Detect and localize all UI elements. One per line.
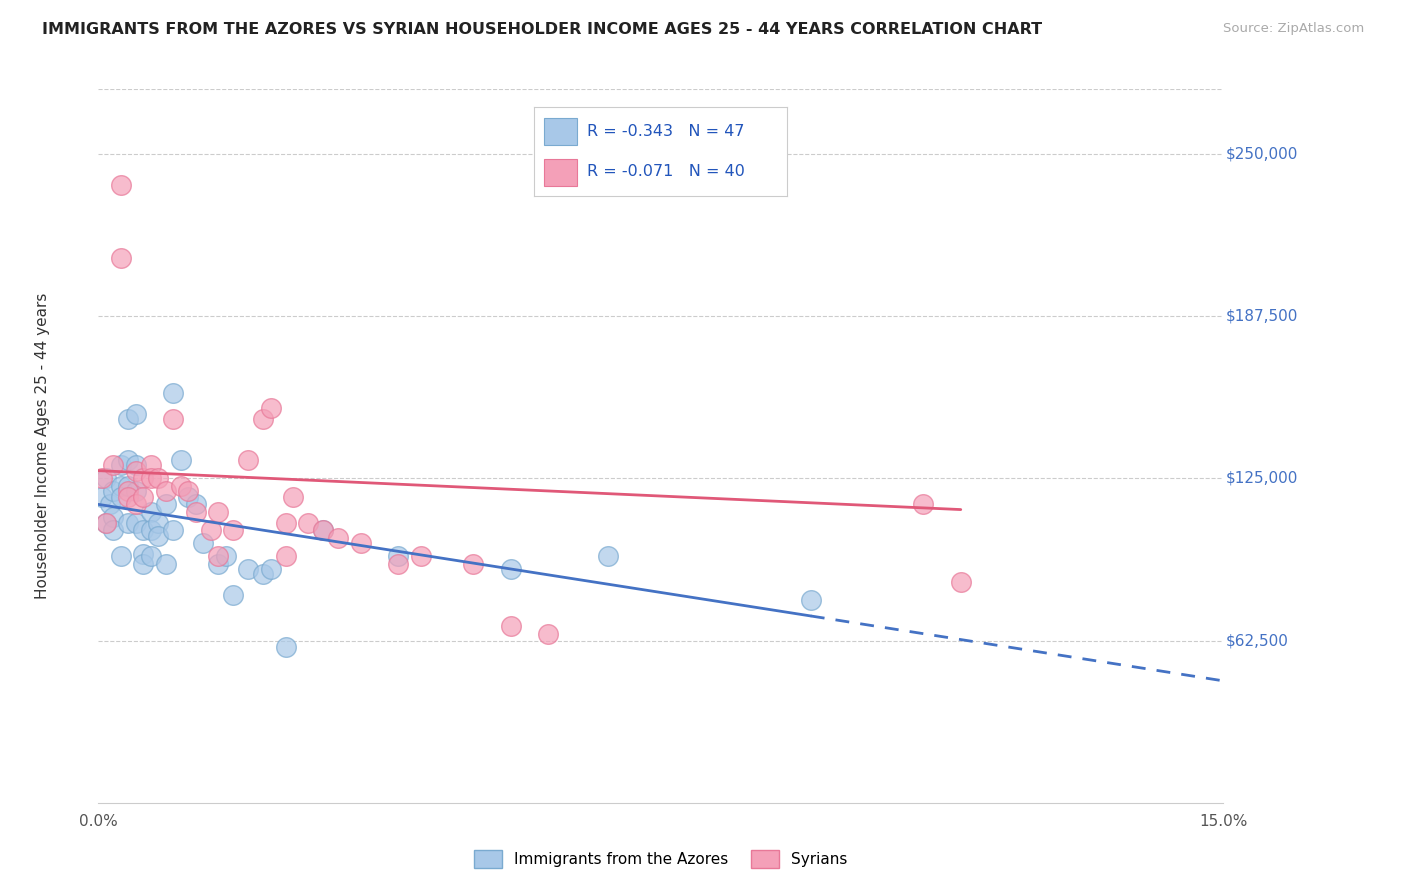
Point [312, 524, 335, 538]
Point [193, 536, 215, 550]
Point [387, 557, 409, 571]
Point [283, 490, 305, 504]
Point [912, 497, 935, 511]
Point [463, 557, 485, 571]
Point [125, 458, 148, 473]
Point [132, 547, 155, 561]
Bar [544, 159, 578, 186]
Point [215, 549, 238, 564]
Point [110, 549, 132, 564]
Text: IMMIGRANTS FROM THE AZORES VS SYRIAN HOUSEHOLDER INCOME AGES 25 - 44 YEARS CORRE: IMMIGRANTS FROM THE AZORES VS SYRIAN HOU… [42, 22, 1042, 37]
Point [409, 549, 432, 564]
Point [328, 531, 350, 545]
Point [132, 490, 155, 504]
Point [103, 458, 125, 473]
Text: Householder Income Ages 25 - 44 years: Householder Income Ages 25 - 44 years [35, 293, 49, 599]
Point [252, 411, 274, 425]
Bar [544, 118, 578, 145]
Point [125, 407, 148, 421]
Point [125, 464, 148, 478]
Point [139, 458, 162, 473]
Point [139, 524, 162, 538]
Point [162, 411, 184, 425]
Point [274, 640, 297, 654]
Point [117, 479, 139, 493]
Point [125, 484, 148, 499]
Point [387, 549, 409, 564]
Legend: Immigrants from the Azores, Syrians: Immigrants from the Azores, Syrians [468, 844, 853, 873]
Point [103, 484, 125, 499]
Point [155, 484, 177, 499]
Point [91, 471, 114, 485]
Point [350, 536, 373, 550]
Point [499, 619, 522, 633]
Point [499, 562, 522, 576]
Point [260, 562, 283, 576]
Point [170, 453, 193, 467]
Point [139, 505, 162, 519]
Point [132, 471, 155, 485]
Point [162, 385, 184, 400]
Point [132, 557, 155, 571]
Point [207, 557, 229, 571]
Point [98, 497, 121, 511]
Point [110, 251, 132, 265]
Point [222, 588, 245, 602]
Point [148, 516, 170, 530]
Point [312, 524, 335, 538]
Point [148, 528, 170, 542]
Point [200, 524, 222, 538]
Point [110, 490, 132, 504]
Point [598, 549, 620, 564]
Text: $125,000: $125,000 [1226, 471, 1298, 486]
Point [148, 471, 170, 485]
Point [94, 471, 117, 485]
Point [184, 505, 207, 519]
Point [103, 524, 125, 538]
Point [177, 484, 200, 499]
Point [297, 516, 319, 530]
Point [252, 567, 274, 582]
Point [110, 479, 132, 493]
Point [125, 516, 148, 530]
Text: $250,000: $250,000 [1226, 146, 1298, 161]
Point [110, 178, 132, 193]
Point [117, 516, 139, 530]
Point [238, 453, 260, 467]
Point [222, 524, 245, 538]
Point [132, 524, 155, 538]
Point [238, 562, 260, 576]
Point [117, 453, 139, 467]
Point [537, 627, 560, 641]
Point [125, 497, 148, 511]
Point [177, 490, 200, 504]
Point [139, 549, 162, 564]
Point [103, 510, 125, 524]
Text: $62,500: $62,500 [1226, 633, 1288, 648]
Point [117, 411, 139, 425]
Point [207, 505, 229, 519]
Point [184, 497, 207, 511]
Point [117, 490, 139, 504]
Point [274, 516, 297, 530]
Point [949, 575, 972, 590]
Text: R = -0.071   N = 40: R = -0.071 N = 40 [588, 164, 745, 178]
Point [139, 471, 162, 485]
Point [162, 524, 184, 538]
Point [260, 401, 283, 416]
Text: Source: ZipAtlas.com: Source: ZipAtlas.com [1223, 22, 1364, 36]
Point [800, 593, 823, 607]
Point [170, 479, 193, 493]
Text: R = -0.343   N = 47: R = -0.343 N = 47 [588, 124, 745, 138]
Point [274, 549, 297, 564]
Point [155, 557, 177, 571]
Point [117, 484, 139, 499]
Point [94, 516, 117, 530]
Text: $187,500: $187,500 [1226, 309, 1298, 324]
Point [207, 549, 229, 564]
Point [91, 490, 114, 504]
Point [94, 516, 117, 530]
Point [155, 497, 177, 511]
Point [110, 458, 132, 473]
